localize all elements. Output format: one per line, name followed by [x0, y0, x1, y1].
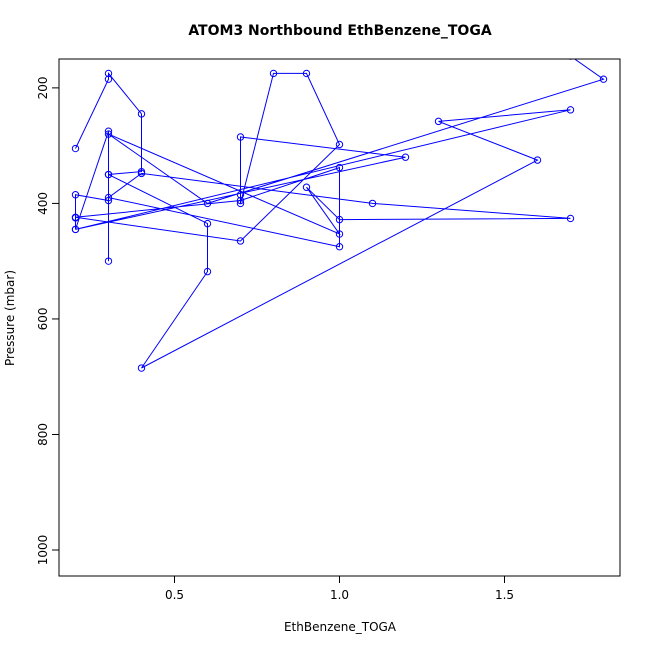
data-point	[335, 163, 344, 172]
data-point	[104, 196, 113, 205]
data-point	[137, 169, 146, 178]
data-point	[335, 215, 344, 224]
data-point	[137, 110, 146, 118]
data-point	[566, 106, 575, 114]
data-point	[335, 230, 344, 238]
data-point	[71, 191, 80, 199]
data-point	[203, 267, 212, 276]
data-point	[203, 199, 212, 208]
x-axis-label: EthBenzene_TOGA	[284, 620, 397, 634]
data-point	[269, 69, 278, 78]
x-tick-label: 1.5	[495, 588, 514, 602]
data-point	[534, 50, 540, 56]
data-point	[566, 214, 575, 223]
data-point	[71, 213, 80, 221]
data-point	[599, 75, 608, 83]
data-point	[104, 75, 113, 83]
data-point	[335, 243, 344, 251]
y-tick-label: 400	[36, 192, 50, 215]
data-point	[71, 225, 80, 234]
data-point	[533, 156, 542, 164]
data-point	[335, 140, 344, 149]
data-point	[434, 117, 443, 126]
y-axis: 200 400 600 800 1000	[36, 76, 60, 566]
y-tick-label: 200	[36, 76, 50, 99]
series-layer	[71, 50, 608, 372]
data-point	[104, 130, 113, 138]
y-tick-label: 600	[36, 307, 50, 330]
data-point	[104, 69, 113, 78]
data-point	[236, 196, 245, 205]
y-tick-label: 800	[36, 423, 50, 446]
series-line	[75, 59, 605, 369]
data-point	[236, 199, 245, 208]
x-tick-label: 0.5	[165, 588, 184, 602]
data-point	[368, 199, 377, 208]
y-axis-label: Pressure (mbar)	[3, 270, 17, 366]
data-point	[104, 193, 113, 202]
data-point	[104, 127, 113, 135]
x-axis: 0.5 1.0 1.5	[165, 575, 514, 602]
data-point	[137, 364, 146, 372]
data-point	[236, 133, 245, 141]
y-tick-label: 1000	[36, 535, 50, 566]
data-point	[104, 170, 113, 179]
data-point	[71, 144, 80, 153]
plot-frame	[58, 58, 621, 577]
data-point	[236, 191, 245, 199]
data-point	[236, 237, 245, 245]
data-point	[302, 183, 311, 191]
data-point	[302, 69, 311, 78]
data-point	[568, 59, 573, 60]
x-tick-label: 1.0	[330, 588, 349, 602]
data-point	[203, 219, 212, 228]
data-point	[401, 153, 410, 161]
chart-title: ATOM3 Northbound EthBenzene_TOGA	[188, 23, 492, 39]
data-point	[104, 257, 113, 265]
